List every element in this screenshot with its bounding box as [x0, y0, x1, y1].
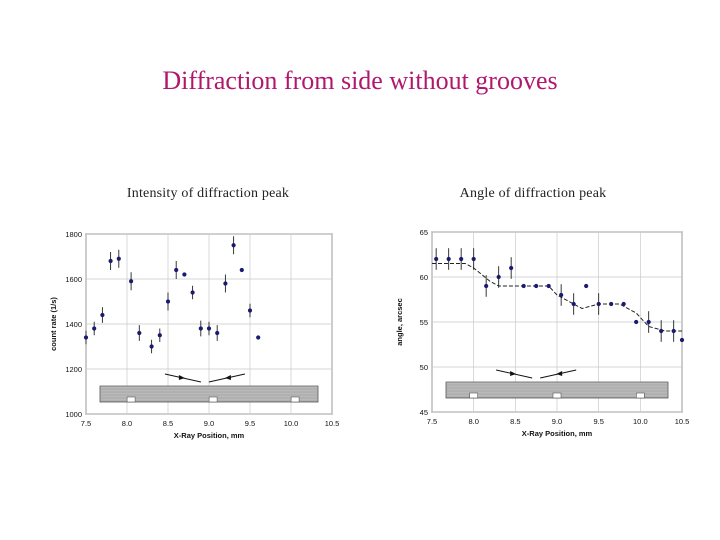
left-chart-subtitle: Intensity of diffraction peak	[126, 186, 290, 201]
data-point	[546, 283, 551, 289]
groove	[469, 392, 478, 399]
data-point	[190, 290, 195, 295]
x-axis-title: X-Ray Position, mm	[174, 431, 245, 440]
beam-arrowhead	[178, 375, 185, 380]
x-tick-label: 10.0	[633, 417, 648, 426]
data-point	[559, 292, 564, 298]
data-point	[459, 256, 464, 262]
groove	[126, 396, 136, 403]
y-tick-label: 1400	[65, 320, 82, 329]
right-chart-subtitle: Angle of diffraction peak	[459, 186, 607, 201]
data-point	[434, 256, 439, 262]
data-point	[116, 256, 121, 261]
data-point	[137, 330, 142, 336]
data-point	[256, 335, 261, 340]
data-point	[471, 256, 476, 262]
x-tick-label: 10.5	[675, 417, 690, 426]
y-axis-title: angle, arcsec	[395, 298, 404, 346]
data-point	[496, 274, 501, 280]
data-point	[671, 328, 676, 334]
sample-schematic	[445, 369, 669, 399]
x-tick-label: 7.5	[81, 419, 91, 428]
x-tick-label: 8.0	[122, 419, 132, 428]
data-point	[215, 330, 220, 336]
data-point	[484, 283, 489, 289]
data-point	[609, 301, 614, 307]
data-point	[679, 337, 685, 343]
y-tick-label: 1000	[65, 410, 82, 419]
x-tick-label: 9.5	[593, 417, 603, 426]
data-point	[149, 344, 154, 349]
beam-arrowhead	[510, 371, 517, 376]
sample-schematic	[99, 373, 319, 403]
data-point	[634, 319, 639, 325]
groove	[290, 396, 300, 403]
data-point	[83, 335, 89, 340]
x-tick-label: 7.5	[427, 417, 437, 426]
y-tick-label: 65	[420, 228, 428, 237]
data-point	[100, 312, 105, 318]
data-point	[446, 256, 451, 262]
data-point	[247, 308, 253, 313]
x-axis-title: X-Ray Position, mm	[522, 429, 593, 438]
data-point	[509, 265, 514, 271]
y-tick-label: 1800	[65, 230, 82, 239]
y-axis-title: count rate (1/s)	[49, 297, 58, 351]
slide-title: Diffraction from side without grooves	[162, 66, 558, 95]
data-point	[182, 272, 187, 277]
data-point	[646, 319, 651, 325]
beam-arrowhead	[224, 375, 231, 380]
intensity-chart: 7.5 8.0 8.5 9.0 9.5 10.0 10.5 1000 1200 1400 1600 1…	[49, 230, 340, 440]
data-point	[521, 283, 526, 289]
data-point	[174, 267, 179, 273]
data-point	[108, 258, 113, 264]
data-point	[129, 279, 134, 284]
data-point	[621, 301, 626, 307]
x-tick-label: 9.0	[552, 417, 562, 426]
groove	[208, 396, 218, 403]
y-tick-label: 50	[420, 363, 428, 372]
data-point	[239, 267, 244, 273]
groove	[552, 392, 562, 399]
y-tick-label: 1600	[65, 275, 82, 284]
data-point	[571, 301, 576, 307]
x-tick-label: 10.5	[325, 419, 340, 428]
y-tick-label: 1200	[65, 365, 82, 374]
x-tick-label: 8.5	[163, 419, 173, 428]
groove	[636, 392, 645, 399]
beam-arrowhead	[556, 371, 563, 376]
x-tick-label: 8.0	[468, 417, 478, 426]
data-point	[584, 283, 589, 289]
data-point	[659, 328, 664, 334]
x-tick-label: 9.5	[245, 419, 255, 428]
data-point	[534, 283, 539, 289]
data-point	[223, 281, 228, 286]
data-point	[596, 301, 601, 307]
angle-chart: 7.5 8.0 8.5 9.0 9.5 10.0 10.5 45 50 55 60 65 X-Ray P…	[395, 228, 690, 438]
y-tick-label: 60	[420, 273, 428, 282]
x-tick-label: 8.5	[510, 417, 520, 426]
data-point	[165, 299, 171, 304]
y-tick-label: 45	[420, 408, 428, 417]
fit-curve	[432, 263, 682, 332]
data-point	[157, 333, 162, 338]
x-tick-label: 9.0	[204, 419, 214, 428]
y-tick-label: 55	[420, 318, 428, 327]
data-point	[92, 326, 97, 331]
data-point	[198, 326, 203, 331]
data-point	[231, 243, 236, 248]
data-point	[206, 326, 212, 331]
x-tick-label: 10.0	[284, 419, 299, 428]
